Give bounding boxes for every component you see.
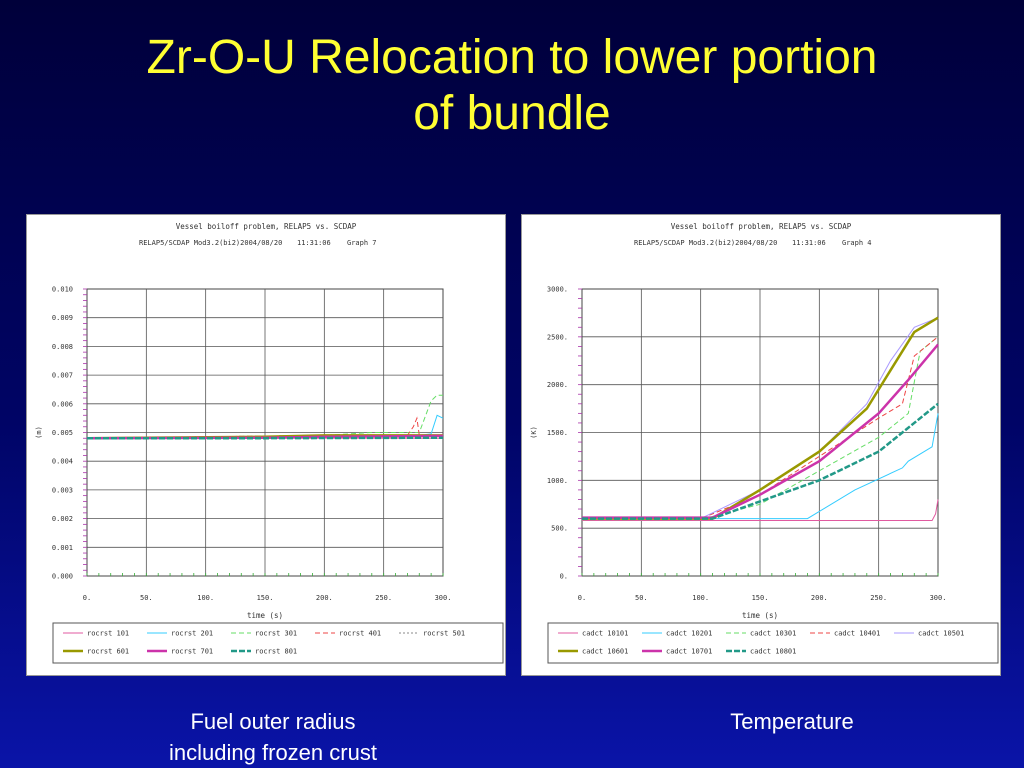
caption-temperature: Temperature bbox=[730, 709, 854, 734]
x-tick-label: 50. bbox=[140, 594, 153, 602]
chart-subtitle-graph: Graph 7 bbox=[347, 239, 377, 247]
y-tick-label: 2000. bbox=[547, 381, 568, 389]
y-tick-label: 500. bbox=[551, 525, 568, 533]
x-tick-label: 100. bbox=[197, 594, 214, 602]
legend-label: cadct 10601 bbox=[582, 648, 628, 656]
series-line-cadct-10201 bbox=[582, 413, 939, 520]
x-axis-label: time (s) bbox=[247, 611, 283, 620]
chart-title: Vessel boiloff problem, RELAP5 vs. SCDAP bbox=[176, 222, 357, 231]
legend-label: rocrst 801 bbox=[255, 648, 297, 656]
y-axis-label: (m) bbox=[35, 426, 43, 439]
y-tick-label: 0.008 bbox=[52, 343, 73, 351]
temperature-chart-panel: Vessel boiloff problem, RELAP5 vs. SCDAP… bbox=[521, 214, 1001, 676]
legend-label: rocrst 301 bbox=[255, 630, 297, 638]
y-tick-label: 1000. bbox=[547, 477, 568, 485]
y-tick-label: 0.010 bbox=[52, 286, 73, 294]
chart-subtitle-time: 11:31:06 bbox=[297, 239, 331, 247]
legend-label: rocrst 701 bbox=[171, 648, 213, 656]
legend-label: rocrst 201 bbox=[171, 630, 213, 638]
fuel-radius-chart-panel: Vessel boiloff problem, RELAP5 vs. SCDAP… bbox=[26, 214, 506, 676]
caption-left-line1: Fuel outer radius bbox=[190, 709, 356, 734]
y-tick-label: 0.005 bbox=[52, 429, 73, 437]
chart-subtitle-graph: Graph 4 bbox=[842, 239, 872, 247]
chart-subtitle-time: 11:31:06 bbox=[792, 239, 826, 247]
series-line-rocrst-401 bbox=[86, 416, 443, 439]
y-tick-label: 0.003 bbox=[52, 486, 73, 494]
x-tick-label: 300. bbox=[435, 594, 452, 602]
legend-label: cadct 10701 bbox=[666, 648, 712, 656]
slide-title-line2: of bundle bbox=[413, 87, 611, 140]
y-tick-label: 0.002 bbox=[52, 515, 73, 523]
series-line-cadct-10501 bbox=[582, 317, 939, 520]
temperature-chart: Vessel boiloff problem, RELAP5 vs. SCDAP… bbox=[530, 222, 999, 664]
y-tick-label: 0.009 bbox=[52, 314, 73, 322]
legend-label: cadct 10201 bbox=[666, 630, 712, 638]
slide-title-line1: Zr-O-U Relocation to lower portion bbox=[146, 31, 878, 84]
x-tick-label: 200. bbox=[811, 594, 828, 602]
legend-label: cadct 10101 bbox=[582, 630, 628, 638]
y-tick-label: 0. bbox=[560, 573, 568, 581]
legend-label: rocrst 401 bbox=[339, 630, 381, 638]
series-line-rocrst-801 bbox=[87, 436, 444, 440]
legend-label: cadct 10801 bbox=[750, 648, 796, 656]
x-tick-label: 0. bbox=[578, 594, 586, 602]
chart-subtitle-date: RELAP5/SCDAP Mod3.2(bi2)2004/08/20 bbox=[139, 239, 282, 247]
chart-title: Vessel boiloff problem, RELAP5 vs. SCDAP bbox=[671, 222, 852, 231]
y-tick-label: 2500. bbox=[547, 333, 568, 341]
y-tick-label: 0.007 bbox=[52, 372, 73, 380]
legend-label: rocrst 101 bbox=[87, 630, 129, 638]
x-tick-label: 0. bbox=[83, 594, 91, 602]
caption-fuel-radius: Fuel outer radius including frozen crust bbox=[93, 706, 453, 768]
x-tick-label: 200. bbox=[316, 594, 333, 602]
legend-box bbox=[52, 622, 504, 664]
x-tick-label: 250. bbox=[870, 594, 887, 602]
legend-label: cadct 10501 bbox=[918, 630, 964, 638]
y-tick-label: 1500. bbox=[547, 429, 568, 437]
y-tick-label: 0.001 bbox=[52, 544, 73, 552]
slide-title: Zr-O-U Relocation to lower portion of bu… bbox=[0, 30, 1024, 142]
series-line-cadct-10801 bbox=[582, 402, 939, 520]
x-axis-label: time (s) bbox=[742, 611, 778, 620]
y-tick-label: 0.006 bbox=[52, 400, 73, 408]
y-axis-label: (K) bbox=[530, 426, 538, 439]
legend-box bbox=[547, 622, 999, 664]
y-tick-label: 0.004 bbox=[52, 458, 73, 466]
series-line-cadct-10101 bbox=[582, 499, 939, 521]
legend-label: rocrst 501 bbox=[423, 630, 465, 638]
fuel-radius-chart: Vessel boiloff problem, RELAP5 vs. SCDAP… bbox=[35, 222, 504, 664]
y-tick-label: 3000. bbox=[547, 286, 568, 294]
x-tick-label: 150. bbox=[257, 594, 274, 602]
x-tick-label: 150. bbox=[752, 594, 769, 602]
x-tick-label: 250. bbox=[375, 594, 392, 602]
chart-subtitle-date: RELAP5/SCDAP Mod3.2(bi2)2004/08/20 bbox=[634, 239, 777, 247]
x-tick-label: 50. bbox=[635, 594, 648, 602]
legend-label: cadct 10301 bbox=[750, 630, 796, 638]
y-tick-label: 0.000 bbox=[52, 573, 73, 581]
caption-left-line2: including frozen crust bbox=[169, 740, 377, 765]
x-tick-label: 100. bbox=[692, 594, 709, 602]
legend-label: rocrst 601 bbox=[87, 648, 129, 656]
x-tick-label: 300. bbox=[930, 594, 947, 602]
legend-label: cadct 10401 bbox=[834, 630, 880, 638]
